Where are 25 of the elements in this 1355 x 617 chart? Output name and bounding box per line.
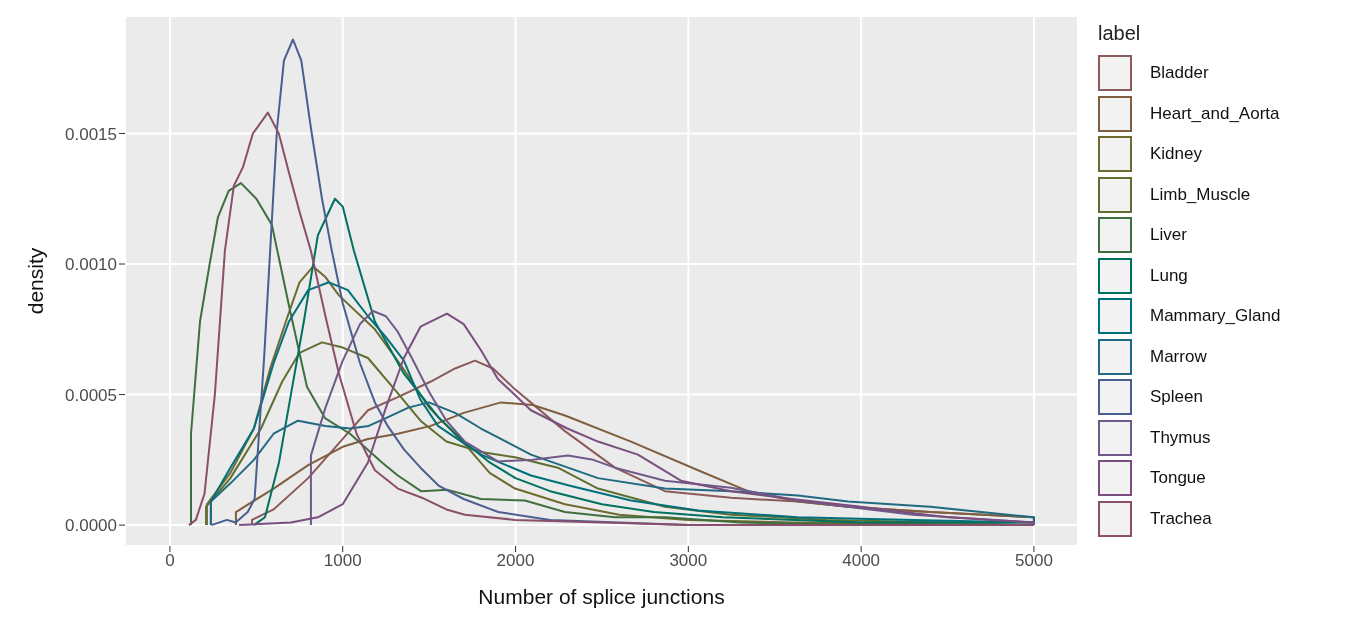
legend-label: Lung	[1150, 265, 1188, 286]
legend-label: Trachea	[1150, 508, 1212, 529]
legend-label: Bladder	[1150, 63, 1209, 84]
legend-label: Tongue	[1150, 468, 1206, 489]
y-tick-label: 0.0010	[65, 255, 117, 275]
y-tick-label: 0.0005	[65, 385, 117, 405]
legend-label: Mammary_Gland	[1150, 306, 1281, 327]
legend-label: Thymus	[1150, 427, 1211, 448]
legend-label: Marrow	[1150, 346, 1207, 367]
y-tick-label: 0.0015	[65, 124, 117, 144]
legend-label: Limb_Muscle	[1150, 184, 1251, 205]
legend-label: Heart_and_Aorta	[1150, 103, 1280, 124]
y-axis-title: density	[24, 247, 48, 315]
x-tick-label: 3000	[669, 551, 708, 571]
legend-label: Liver	[1150, 225, 1187, 246]
x-tick-label: 5000	[1015, 551, 1053, 571]
y-tick-label: 0.0000	[65, 516, 117, 536]
x-tick-label: 1000	[323, 551, 362, 571]
legend-label: Kidney	[1150, 144, 1202, 165]
x-tick-label: 4000	[842, 551, 881, 571]
x-axis-title: Number of splice junctions	[478, 585, 725, 608]
x-tick-label: 2000	[496, 551, 535, 571]
legend-label: Spleen	[1150, 387, 1203, 408]
legend-title: label	[1098, 22, 1142, 45]
x-tick-label: 0	[165, 551, 175, 571]
